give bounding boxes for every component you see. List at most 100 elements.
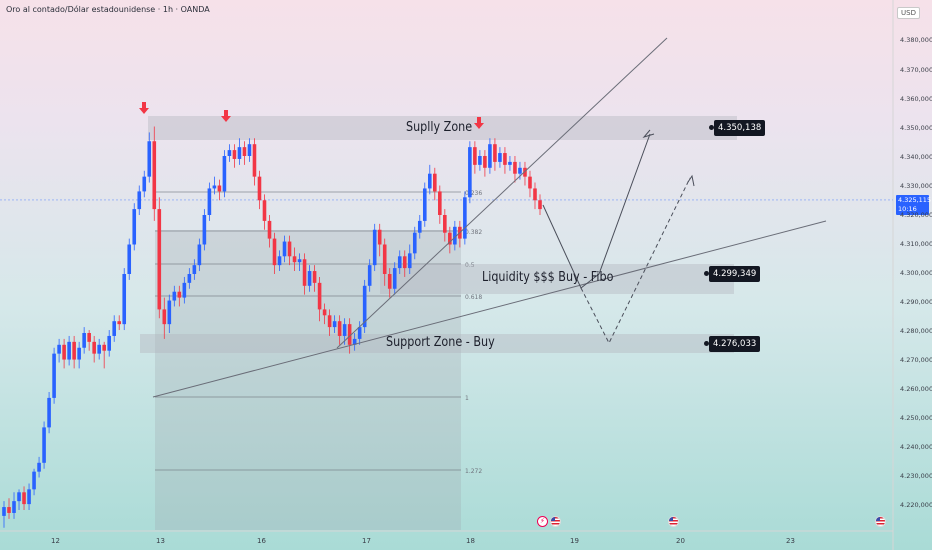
candle-body [362, 285, 367, 328]
support-zone [140, 334, 734, 353]
candle-body [117, 321, 122, 325]
y-tick: 4.360,000 [900, 95, 932, 103]
candle-body [312, 271, 317, 283]
candle-body [162, 309, 167, 325]
us-flag-icon[interactable] [669, 517, 678, 526]
candle-body [453, 226, 457, 245]
candle-body [247, 144, 252, 156]
candle-body [67, 341, 71, 360]
candle-body [112, 321, 117, 336]
support-price-tag: 4.276,033 [709, 336, 761, 352]
candle-body [232, 150, 237, 159]
x-tick: 13 [156, 537, 165, 545]
candle-body [478, 156, 482, 165]
trendline-rising [336, 37, 668, 349]
candle-body [417, 220, 422, 233]
down-arrow-icon [139, 108, 149, 114]
candle-body [107, 335, 111, 351]
y-tick: 4.270,000 [900, 356, 932, 364]
candle-body [498, 153, 502, 162]
candle-body [212, 185, 217, 189]
chart-title: Oro al contado/Dólar estadounidense · 1h… [6, 5, 210, 14]
y-tick: 4.290,000 [900, 298, 932, 306]
candle-body [407, 253, 412, 269]
candle-body [292, 256, 297, 263]
candle-body [122, 274, 127, 325]
down-arrow-icon [474, 123, 484, 129]
candle-body [87, 333, 91, 342]
supply-price-dot [709, 125, 714, 130]
current-price-value: 4.325,115 [898, 196, 932, 204]
y-tick: 4.230,000 [900, 472, 932, 480]
candle-body [72, 341, 76, 360]
candle-body [508, 161, 512, 165]
candle-body [27, 489, 31, 505]
fib-level-label: 1 [465, 395, 469, 402]
us-flag-icon[interactable] [551, 517, 560, 526]
candle-body [267, 220, 272, 239]
candle-body [142, 176, 147, 192]
candle-body [342, 324, 347, 336]
candle-body [42, 427, 46, 463]
candle-body [503, 153, 507, 165]
y-tick: 4.240,000 [900, 443, 932, 451]
down-arrow-icon [224, 110, 228, 116]
candle-body [387, 274, 392, 289]
x-tick: 20 [676, 537, 685, 545]
y-tick: 4.250,000 [900, 414, 932, 422]
candle-body [12, 501, 16, 513]
current-price-label: 4.325,115 10:16 [896, 195, 932, 215]
candle-body [97, 344, 101, 354]
liquidity-zone-label: Liquidity $$$ Buy - Fibo [482, 270, 614, 285]
y-tick: 4.280,000 [900, 327, 932, 335]
candle-body [192, 265, 197, 274]
x-tick: 18 [466, 537, 475, 545]
down-arrow-icon [142, 102, 146, 108]
y-tick: 4.260,000 [900, 385, 932, 393]
candle-body [2, 507, 6, 516]
candle-body [172, 291, 177, 301]
candle-body [242, 147, 247, 156]
y-tick: 4.220,000 [900, 501, 932, 509]
supply-zone-label: Suplly Zone [406, 120, 473, 135]
liquidity-zone [380, 264, 734, 294]
flash-icon[interactable]: ⚡ [538, 517, 547, 526]
candle-body [438, 191, 442, 215]
currency-label[interactable]: USD [897, 7, 920, 19]
candle-body [7, 507, 11, 513]
candle-body [302, 259, 307, 286]
candle-body [297, 259, 302, 263]
candle-body [488, 144, 492, 168]
trendline-support [152, 220, 827, 398]
candle-body [538, 200, 542, 210]
candle-body [102, 344, 106, 351]
support-price-dot [704, 341, 709, 346]
candle-body [513, 161, 517, 174]
x-tick: 23 [786, 537, 795, 545]
candle-body [127, 244, 132, 274]
supply-zone [148, 116, 737, 140]
candle-body [22, 492, 26, 505]
candle-body [202, 215, 207, 245]
y-tick: 4.300,000 [900, 269, 932, 277]
candle-body [307, 271, 312, 286]
current-price-countdown: 10:16 [898, 205, 917, 213]
candle-body [483, 156, 487, 168]
x-tick: 12 [51, 537, 60, 545]
candle-body [187, 274, 192, 283]
candle-body [322, 309, 327, 316]
support-zone-label: Support Zone - Buy [386, 335, 495, 350]
candle-body [327, 315, 332, 328]
candle-body [392, 268, 397, 289]
candle-body [468, 147, 472, 198]
candle-body [443, 215, 447, 233]
supply-price-tag: 4.350,138 [714, 120, 766, 136]
down-arrow-icon [477, 117, 481, 123]
candle-body [182, 282, 187, 298]
y-tick: 4.340,000 [900, 153, 932, 161]
candle-body [92, 341, 96, 354]
fib-level-label: 0.5 [465, 262, 475, 269]
us-flag-icon[interactable] [876, 517, 885, 526]
